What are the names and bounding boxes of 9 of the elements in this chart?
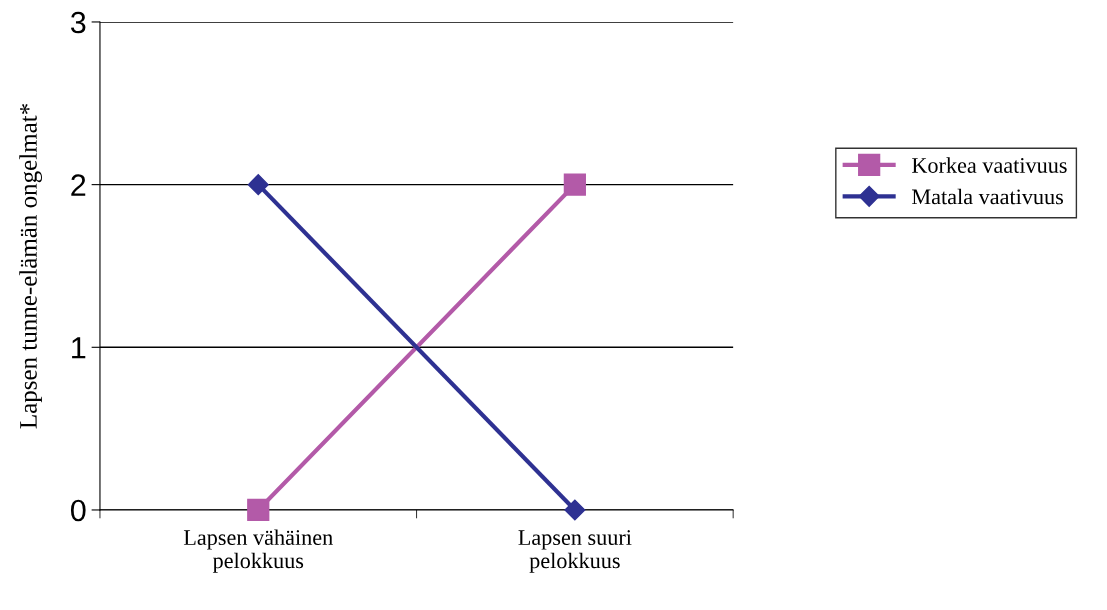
- legend-label: Matala vaativuus: [912, 188, 1063, 205]
- x-tick-label: Lapsen vähäinen pelokkuus: [183, 529, 333, 573]
- y-tick-label: 0: [70, 499, 86, 522]
- y-tick-label: 3: [70, 11, 86, 34]
- x-tick-label: Lapsen suuri pelokkuus: [518, 530, 632, 573]
- y-tick-label: 2: [71, 174, 86, 196]
- y-axis-title: Lapsen tunne-elämän ongelmat*: [19, 104, 42, 429]
- y-tick-label: 1: [72, 337, 86, 359]
- legend-label: Korkea vaativuus: [912, 157, 1067, 173]
